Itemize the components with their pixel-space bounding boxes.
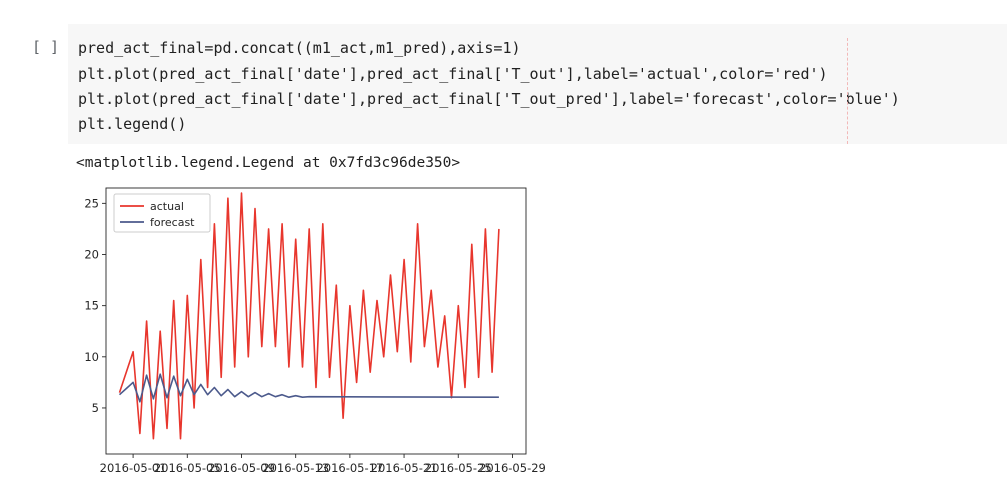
y-tick-label: 15 bbox=[84, 299, 99, 313]
series-line-forecast bbox=[118, 373, 499, 403]
run-cell-button[interactable]: [ ] bbox=[32, 38, 60, 56]
y-tick-label: 10 bbox=[84, 350, 99, 364]
x-tick-label: 2016-05-29 bbox=[479, 461, 546, 475]
x-tick-label: 2016-05-17 bbox=[316, 461, 383, 475]
code-cell[interactable]: [ ] pred_act_final=pd.concat((m1_act,m1_… bbox=[18, 24, 1007, 144]
cell-output-text: <matplotlib.legend.Legend at 0x7fd3c96de… bbox=[76, 155, 461, 171]
line-chart: 5101520252016-05-012016-05-052016-05-092… bbox=[84, 187, 546, 475]
x-tick-label: 2016-05-05 bbox=[154, 461, 221, 475]
code-editor[interactable]: pred_act_final=pd.concat((m1_act,m1_pred… bbox=[68, 24, 1007, 144]
x-tick-label: 2016-05-13 bbox=[262, 461, 329, 475]
legend-label: actual bbox=[150, 200, 184, 213]
x-tick-label: 2016-05-01 bbox=[100, 461, 167, 475]
x-tick-label: 2016-05-09 bbox=[208, 461, 275, 475]
y-tick-label: 20 bbox=[84, 248, 99, 262]
code-line: pred_act_final=pd.concat((m1_act,m1_pred… bbox=[78, 39, 521, 57]
code-line: plt.legend() bbox=[78, 115, 187, 133]
code-line: plt.plot(pred_act_final['date'],pred_act… bbox=[78, 65, 828, 83]
y-tick-label: 25 bbox=[84, 196, 99, 210]
series-line-actual bbox=[118, 192, 500, 440]
x-tick-label: 2016-05-21 bbox=[371, 461, 438, 475]
x-tick-label: 2016-05-25 bbox=[425, 461, 492, 475]
plot-frame bbox=[105, 187, 527, 455]
line-length-ruler bbox=[847, 38, 848, 144]
code-line: plt.plot(pred_act_final['date'],pred_act… bbox=[78, 90, 900, 108]
y-tick-label: 5 bbox=[92, 401, 99, 415]
legend-label: forecast bbox=[150, 216, 195, 229]
